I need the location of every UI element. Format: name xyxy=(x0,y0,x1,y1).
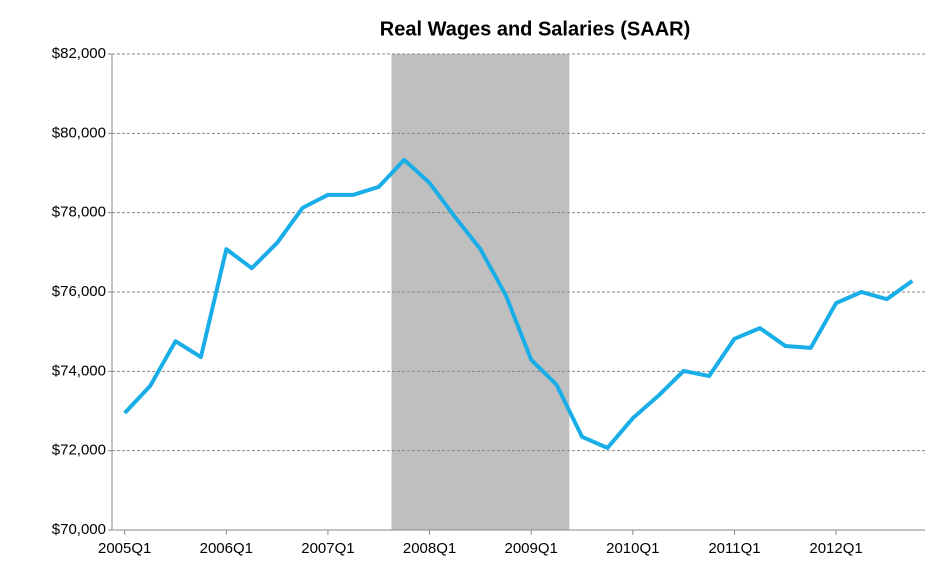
y-tick-label: $70,000 xyxy=(52,521,106,538)
x-tick-label: 2012Q1 xyxy=(809,540,862,557)
y-tick-label: $74,000 xyxy=(52,362,106,379)
x-tick-label: 2010Q1 xyxy=(606,540,659,557)
y-tick-label: $76,000 xyxy=(52,283,106,300)
x-tick-label: 2006Q1 xyxy=(200,540,253,557)
chart-title: Real Wages and Salaries (SAAR) xyxy=(380,18,690,40)
x-tick-label: 2007Q1 xyxy=(301,540,354,557)
x-tick-label: 2005Q1 xyxy=(98,540,151,557)
x-tick-label: 2009Q1 xyxy=(505,540,558,557)
x-tick-label: 2008Q1 xyxy=(403,540,456,557)
y-tick-label: $82,000 xyxy=(52,45,106,62)
y-tick-label: $72,000 xyxy=(52,442,106,459)
y-tick-label: $78,000 xyxy=(52,204,106,221)
line-series xyxy=(123,157,914,450)
x-tick-label: 2011Q1 xyxy=(708,540,760,557)
y-tick-label: $80,000 xyxy=(52,124,106,141)
